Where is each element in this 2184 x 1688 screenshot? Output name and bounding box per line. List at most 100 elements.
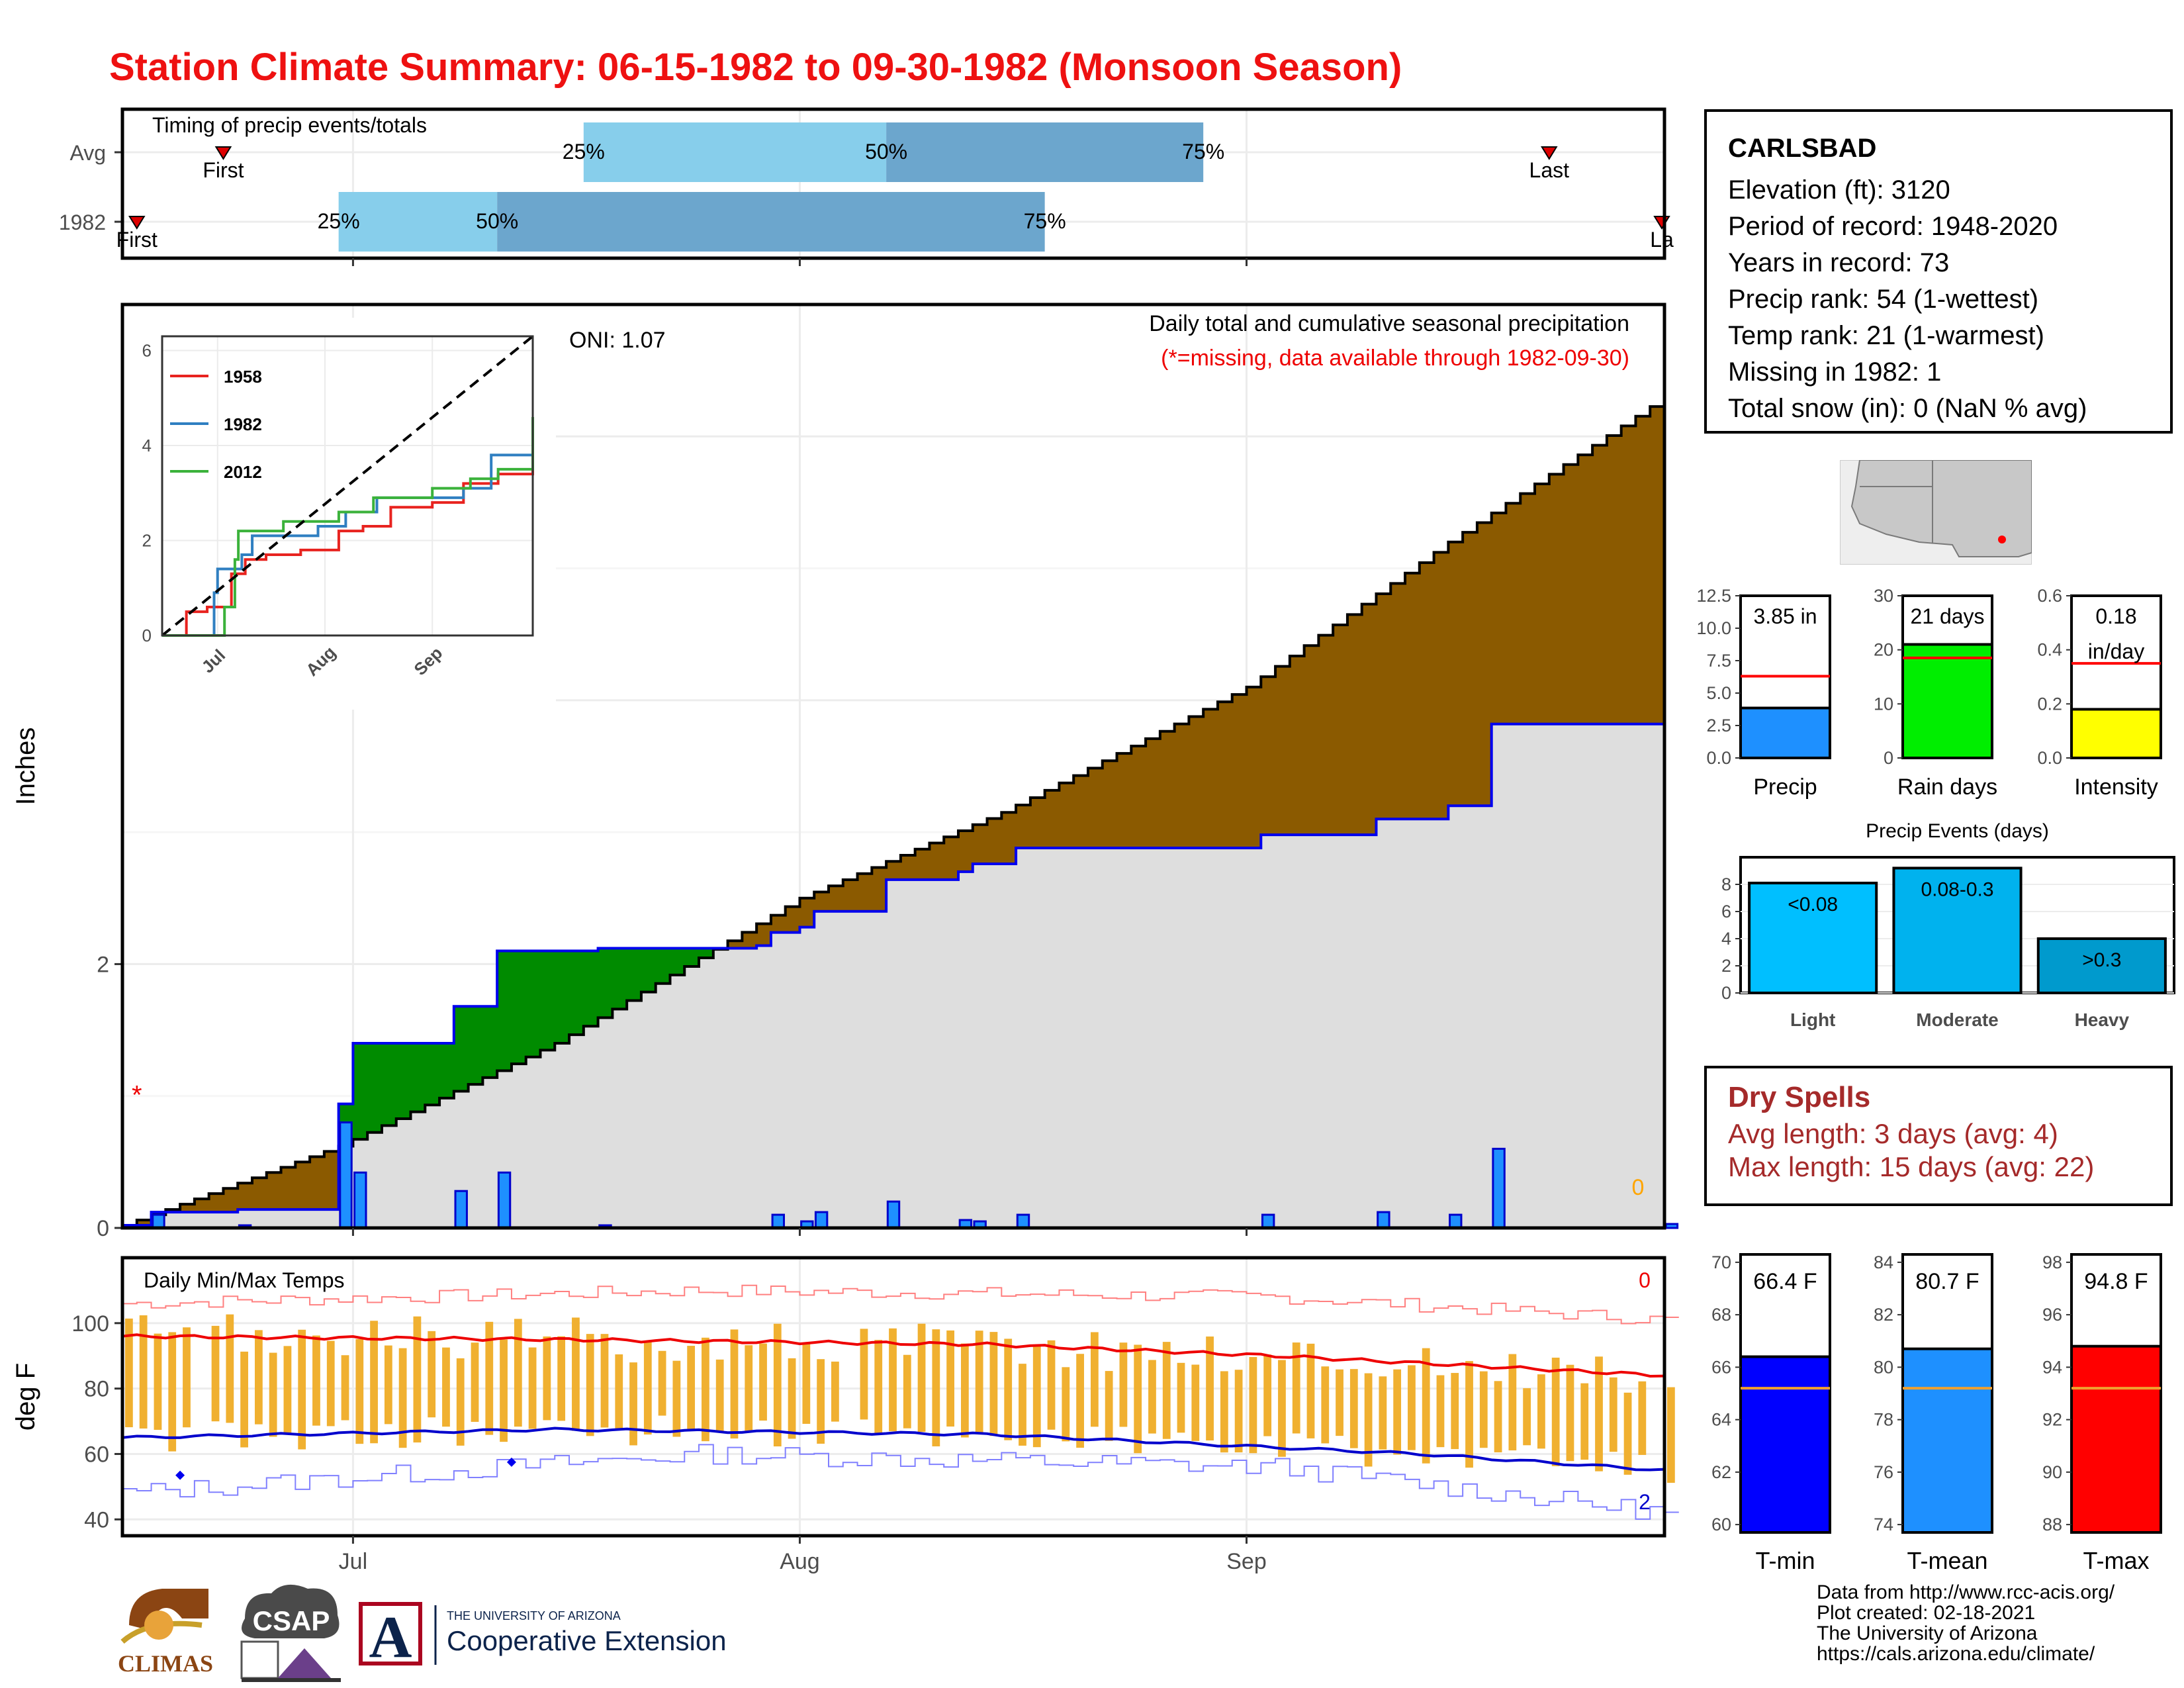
daily-temp-range-bar [1090, 1332, 1099, 1427]
mini-bar-value: 21 days [1910, 604, 1984, 628]
daily-temp-range-bar [1220, 1371, 1228, 1453]
daily-precip-bar [1016, 1213, 1030, 1229]
temp-y-tick: 60 [1711, 1515, 1731, 1534]
event-bar-name: Light [1790, 1009, 1835, 1030]
station-name: CARLSBAD [1728, 134, 1877, 163]
mini-y-tick: 30 [1874, 586, 1893, 606]
daily-temp-range-bar [1595, 1356, 1603, 1472]
daily-temp-range-bar [1349, 1369, 1358, 1448]
ua-logo: A THE UNIVERSITY OF ARIZONA Cooperative … [359, 1602, 727, 1670]
credits: Data from http://www.rcc-acis.org/ Plot … [1817, 1582, 2115, 1664]
mini-bar [1739, 706, 1831, 759]
temp-bar [1739, 1355, 1831, 1534]
daily-temp-range-bar [1436, 1375, 1445, 1448]
daily-temp-range-bar [485, 1321, 494, 1435]
mini-bar-value: 3.85 in [1753, 604, 1817, 628]
inset-y-tick: 0 [142, 626, 152, 645]
y-tick-label: 40 [84, 1507, 109, 1532]
csap-logo: CSAP [240, 1584, 341, 1682]
temp-y-tick: 78 [1874, 1410, 1893, 1430]
y-tick-label: 60 [84, 1442, 109, 1467]
daily-temp-range-bar [312, 1335, 320, 1426]
x-tick-label: Aug [780, 1549, 820, 1574]
daily-precip-bar [497, 1171, 512, 1229]
temp-y-tick: 66 [1711, 1357, 1731, 1377]
events-y-tick: 8 [1721, 874, 1731, 894]
chart-caption: Daily total and cumulative seasonal prec… [1149, 311, 1629, 336]
event-bar [2036, 937, 2167, 994]
timing-panel-label: Timing of precip events/totals [152, 113, 427, 137]
daily-precip-bar [771, 1213, 786, 1229]
daily-temp-range-bar [168, 1332, 177, 1452]
mini-y-tick: 0.4 [2037, 640, 2062, 660]
mini-bar-name: Intensity [2074, 774, 2158, 800]
average-cumulative-line [122, 397, 1666, 1227]
daily-temp-range-bar [1465, 1361, 1473, 1468]
dry-spells-box: Dry Spells Avg length: 3 days (avg: 4) M… [1704, 1066, 2173, 1206]
daily-temp-range-bar [1278, 1360, 1286, 1457]
daily-temp-range-bar [125, 1318, 133, 1428]
quartile-bar-50-75 [497, 192, 1045, 252]
mini-y-tick: 0.0 [1706, 748, 1731, 768]
timing-frame [120, 107, 1666, 260]
inset-legend-label: 2012 [224, 462, 262, 482]
event-bar [1892, 867, 2023, 995]
daily-temp-range-bar [1004, 1338, 1013, 1440]
daily-temp-range-bar [1364, 1373, 1373, 1467]
daily-temp-range-bar [615, 1354, 623, 1430]
daily-precip-bar [1261, 1213, 1275, 1229]
daily-temp-range-bar [254, 1330, 263, 1425]
daily-temp-range-bar [1019, 1364, 1026, 1446]
mini-y-tick: 10.0 [1696, 618, 1731, 638]
event-bar [1748, 881, 1878, 994]
seasonal-temp-charts: 60 62 64 66 68 70 66.4 F T-min 74 76 78 80 82 84 80.7 … [1711, 1252, 2162, 1574]
daily-temp-range-bar [341, 1355, 349, 1421]
daily-temp-range-bar [702, 1337, 709, 1442]
daily-temp-range-bar [1119, 1342, 1128, 1427]
ua-line2: Cooperative Extension [447, 1625, 727, 1656]
event-marker-label: First [203, 158, 244, 182]
surplus-area [151, 948, 728, 1215]
mini-bar-name: Rain days [1897, 774, 1997, 800]
daily-temp-range-bar [471, 1342, 479, 1422]
observed-cumulative-line [122, 720, 1666, 1227]
event-bar-name: Heavy [2075, 1009, 2130, 1030]
temp-bar-value: 66.4 F [1753, 1269, 1817, 1294]
credit-line: The University of Arizona [1817, 1622, 2038, 1644]
daily-precip-bar [339, 1121, 353, 1229]
daily-temp-range-bar [1032, 1345, 1041, 1448]
daily-precip-bar [454, 1190, 468, 1229]
mini-bar [2070, 708, 2162, 759]
temp-y-tick: 80 [1874, 1357, 1893, 1377]
daily-temp-range-bar [917, 1323, 926, 1432]
record-max-line [122, 1284, 1679, 1325]
deficit-area [136, 406, 1665, 1226]
station-precip-rank: Precip rank: 54 (1-wettest) [1728, 285, 2039, 314]
event-marker-label: La [1650, 228, 1674, 252]
daily-temp-range-bar [1047, 1340, 1056, 1430]
events-y-tick: 0 [1721, 983, 1731, 1003]
mini-y-tick: 2.5 [1706, 716, 1731, 735]
daily-temp-range-bar [355, 1338, 364, 1444]
daily-temp-range-bar [1336, 1369, 1343, 1436]
daily-temp-range-bar [442, 1347, 450, 1427]
daily-temp-range-bar [384, 1345, 392, 1425]
temp-y-tick: 98 [2042, 1252, 2062, 1272]
mini-y-tick: 7.5 [1706, 651, 1731, 671]
events-title: Precip Events (days) [1866, 820, 2049, 842]
daily-temp-range-bar [1479, 1371, 1488, 1448]
record-high-count: 0 [1639, 1268, 1651, 1292]
daily-temp-range-bar [687, 1346, 696, 1431]
mini-bar-name: Precip [1753, 774, 1817, 800]
daily-temp-range-bar [1076, 1354, 1084, 1448]
record-min-line [122, 1444, 1679, 1520]
daily-temp-range-bar [600, 1334, 609, 1428]
daily-temp-range-bar [1177, 1362, 1185, 1433]
daily-precip-bar [1664, 1223, 1679, 1229]
station-missing: Missing in 1982: 1 [1728, 357, 1942, 387]
event-marker-label: Last [1529, 158, 1570, 182]
daily-precip-bar [152, 1213, 165, 1229]
daily-temp-range-bar [715, 1359, 724, 1432]
daily-temp-range-bar [283, 1346, 292, 1435]
